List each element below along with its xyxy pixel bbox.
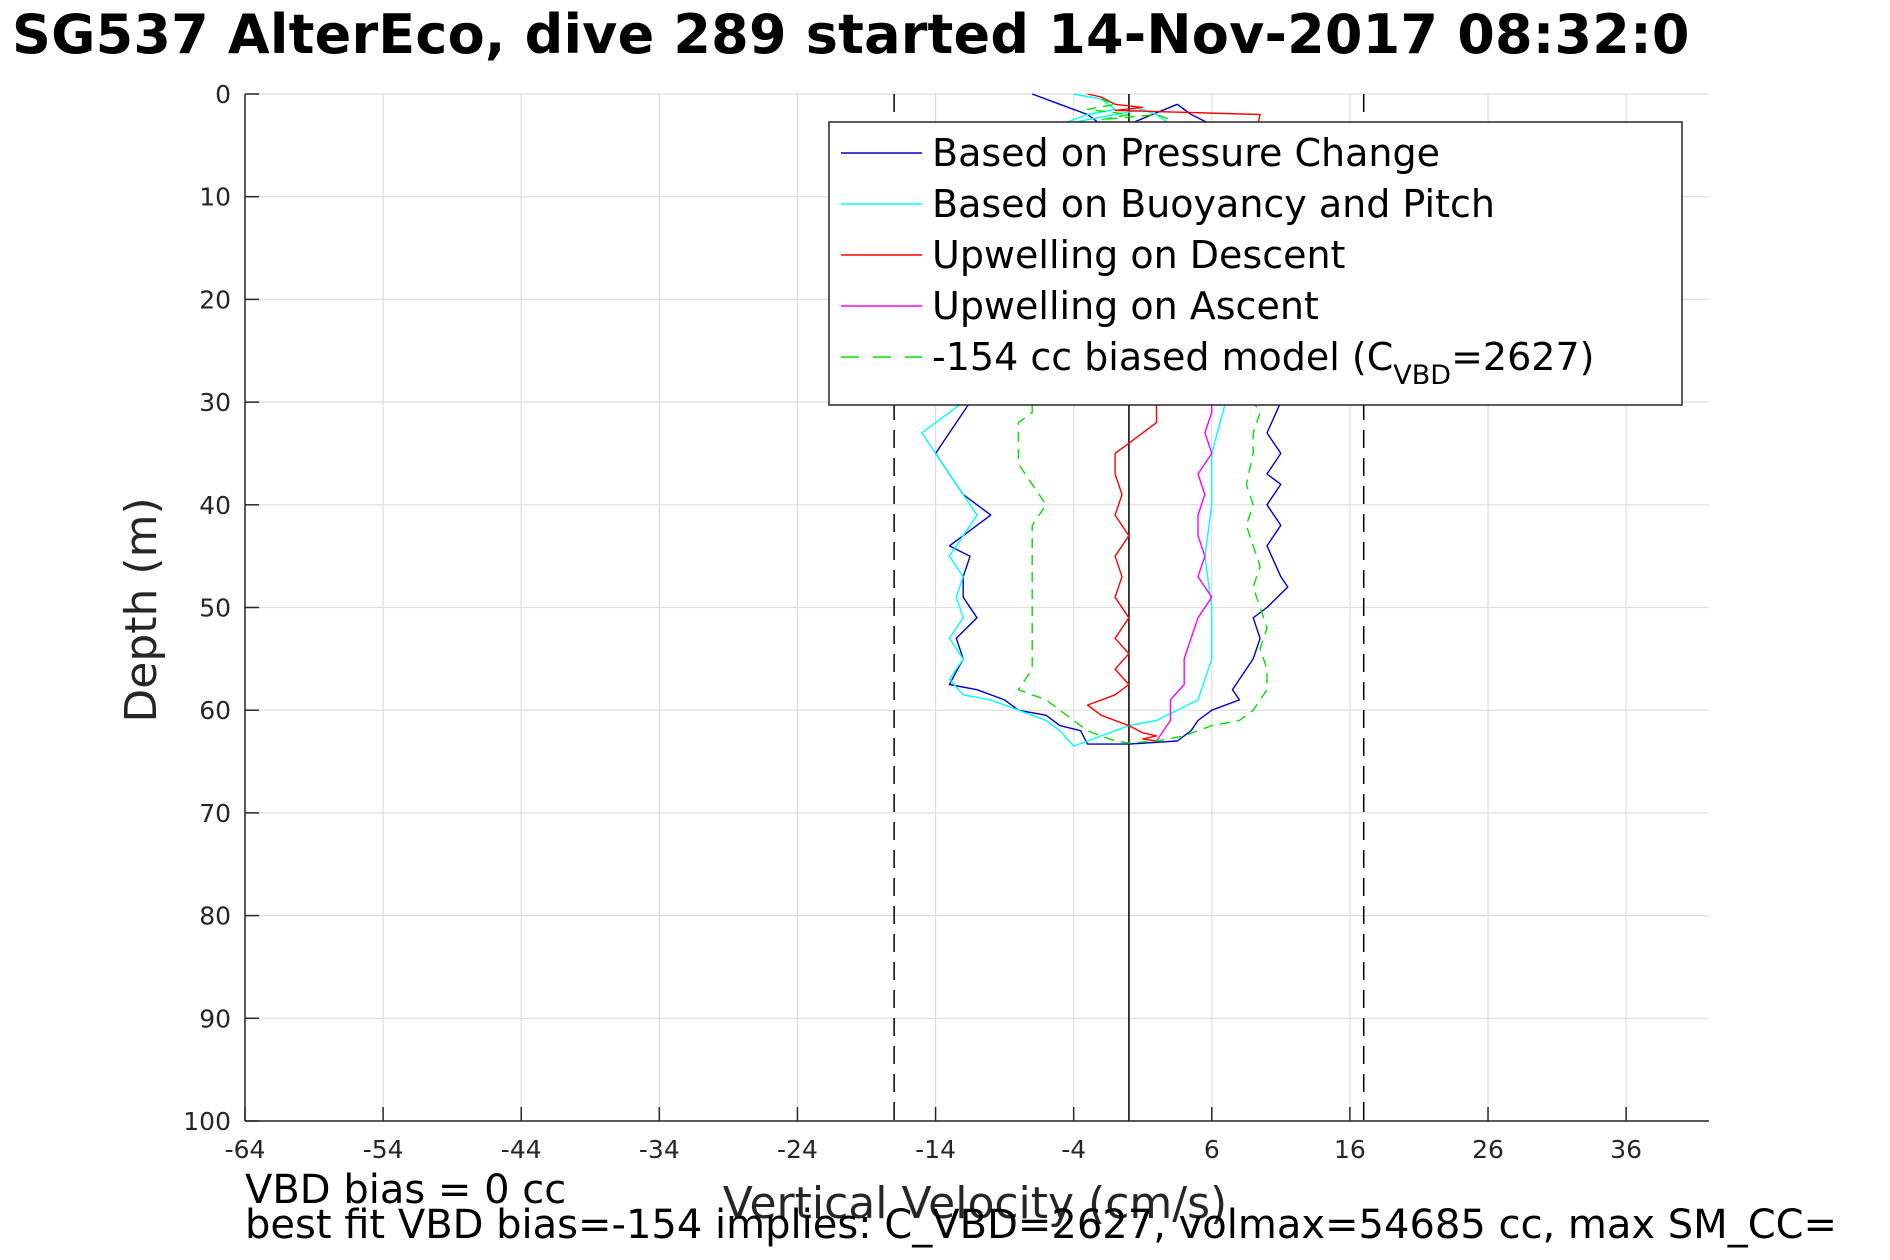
series-line-5	[1017, 98, 1268, 744]
legend-label-5: -154 cc biased model (CVBD=2627)	[932, 335, 1594, 391]
x-tick-label: -14	[915, 1135, 956, 1164]
vbd-bias-note: VBD bias = 0 cc	[245, 1167, 567, 1213]
y-tick-label: 80	[199, 902, 231, 931]
x-axis-label: Vertical Velocity (cm/s)	[723, 1178, 1227, 1229]
x-tick-label: 6	[1204, 1135, 1220, 1164]
y-tick-label: 100	[183, 1107, 231, 1136]
y-tick-label: 70	[199, 799, 231, 828]
x-tick-label: 16	[1334, 1135, 1366, 1164]
y-axis-label: Depth (m)	[116, 497, 167, 722]
x-tick-label: -64	[225, 1135, 266, 1164]
y-tick-label: 0	[215, 80, 231, 109]
best-fit-note: best fit VBD bias=-154 implies: C_VBD=26…	[245, 1202, 1838, 1248]
x-tick-label: -34	[639, 1135, 680, 1164]
tick-labels: -64 -54 -44 -34 -24 -14 -4 6 16 26 36 0 10 20 30 40 50 60…	[183, 80, 1642, 1164]
x-tick-label: -4	[1061, 1135, 1086, 1164]
y-tick-label: 60	[199, 696, 231, 725]
y-tick-label: 10	[199, 183, 231, 212]
x-tick-label: -44	[501, 1135, 542, 1164]
y-tick-label: 90	[199, 1004, 231, 1033]
x-tick-label: -24	[777, 1135, 818, 1164]
y-tick-label: 20	[199, 285, 231, 314]
x-tick-label: 26	[1472, 1135, 1504, 1164]
legend-label-2: Based on Buoyancy and Pitch	[932, 182, 1495, 226]
legend-box	[828, 121, 1683, 406]
series-line-4	[1155, 391, 1213, 742]
legend-label-4: Upwelling on Ascent	[932, 284, 1319, 328]
y-tick-label: 40	[199, 491, 231, 520]
axes-layer	[244, 93, 1709, 1122]
legend-label-1: Based on Pressure Change	[932, 131, 1440, 175]
x-tick-label: -54	[363, 1135, 404, 1164]
legend: Based on Pressure Change Based on Buoyanc…	[828, 121, 1683, 406]
legend-label-3: Upwelling on Descent	[932, 233, 1345, 277]
y-tick-label: 50	[199, 594, 231, 623]
x-tick-label: 36	[1610, 1135, 1642, 1164]
y-tick-label: 30	[199, 388, 231, 417]
chart-title: SG537 AlterEco, dive 289 started 14-Nov-…	[12, 3, 1690, 66]
series-line-2	[921, 93, 1227, 747]
